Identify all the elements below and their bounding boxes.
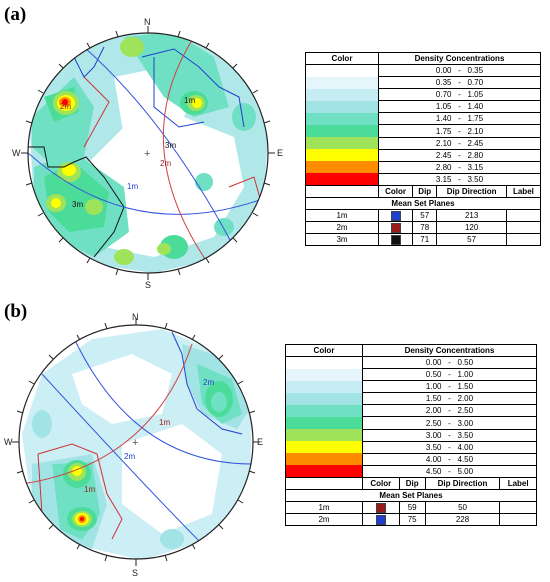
set-color-swatch [375,502,386,513]
pole-label-a-2: 2m [160,159,171,168]
legend-color-swatch [286,453,362,465]
pole-label-a-6: 3m [72,200,83,209]
range-row: 2.10 - 2.45 [378,136,541,150]
west-label-a: W [12,148,21,158]
range-row: 0.35 - 0.70 [378,76,541,90]
tick-marks-b [12,318,260,566]
legend-swatches-b [285,356,363,478]
stereonet-a: N E S W + 1m 2m 3m 1m 2m 3m [12,17,283,290]
legend-color-swatch [306,173,378,185]
legend-color-swatch [286,405,362,417]
range-row: 2.80 - 3.15 [378,160,541,174]
south-label-a: S [145,280,151,290]
east-label-a: E [277,148,283,158]
tick-marks-a [21,26,275,280]
mean-set-header-a: Mean Set Planes [305,197,541,210]
legend-color-swatch [306,77,378,89]
legend-density-header-b: Density Concentrations [362,344,537,357]
range-row: 2.45 - 2.80 [378,148,541,162]
east-label-b: E [257,437,263,447]
set-row: 1m 57 213 [305,209,542,222]
legend-color-header-a: Color [305,52,379,65]
range-row: 1.40 - 1.75 [378,112,541,126]
range-row: 2.50 - 3.00 [362,416,537,430]
col-label-header-b: Label [499,477,537,490]
col-dip-header-b: Dip [398,477,426,490]
pole-label-b-3: 2m [203,378,214,387]
legend-color-swatch [306,65,378,77]
set-row: 3m 71 57 [305,233,542,246]
col-dipdir-header-a: Dip Direction [436,185,507,198]
pole-label-b-2: 2m [124,452,135,461]
legend-color-header-b: Color [285,344,363,357]
set-row: 1m 59 50 [285,501,537,514]
range-row: 1.05 - 1.40 [378,100,541,114]
range-row: 3.15 - 3.50 [378,172,541,187]
set-color-swatch [390,210,401,221]
legend-color-swatch [306,161,378,173]
density-contours-b [21,329,253,559]
range-row: 0.00 - 0.35 [378,63,541,78]
set-color-swatch [390,234,401,245]
legend-density-header-a: Density Concentrations [378,52,541,65]
range-row: 3.00 - 3.50 [362,428,537,442]
pole-label-b-1: 1m [159,418,170,427]
range-row: 1.00 - 1.50 [362,380,537,394]
legend-color-swatch [306,89,378,101]
set-color-swatch [390,222,401,233]
blank-col-header [305,185,379,198]
legend-color-swatch [306,113,378,125]
mean-set-header-b: Mean Set Planes [285,489,537,502]
range-row: 0.70 - 1.05 [378,88,541,102]
range-row: 0.50 - 1.00 [362,368,537,382]
range-row: 0.00 - 0.50 [362,355,537,370]
pole-label-a-5: 2m [60,102,71,111]
legend-color-swatch [306,137,378,149]
legend-color-swatch [286,357,362,369]
center-cross-a: + [144,148,150,160]
north-label-a: N [144,17,151,27]
stereonet-b: N E S W + 1m 2m 2m 1m [4,312,263,578]
range-row: 1.50 - 2.00 [362,392,537,406]
set-row: 2m 78 120 [305,221,542,234]
legend-color-swatch [306,149,378,161]
legend-color-swatch [286,417,362,429]
legend-table-b: Color Density Concentrations 0.00 - 0.50… [285,344,537,526]
range-row: 2.00 - 2.50 [362,404,537,418]
range-row: 1.75 - 2.10 [378,124,541,138]
legend-color-swatch [286,441,362,453]
density-contours-a [28,33,268,273]
range-row: 4.00 - 4.50 [362,452,537,466]
center-cross-b: + [132,437,138,449]
col-dipdir-header-b: Dip Direction [424,477,501,490]
range-row: 4.50 - 5.00 [362,464,537,479]
panel-b-label: (b) [4,301,28,322]
legend-color-swatch [286,369,362,381]
pole-label-a-3: 3m [165,141,176,150]
col-color-header-a: Color [377,185,414,198]
col-dip-header-a: Dip [412,185,438,198]
set-row: 2m 75 228 [285,513,537,526]
legend-color-swatch [286,465,362,477]
range-row: 3.50 - 4.00 [362,440,537,454]
pole-label-a-4: 1m [184,96,195,105]
legend-color-swatch [306,125,378,137]
legend-color-swatch [286,429,362,441]
col-label-header-a: Label [505,185,542,198]
set-color-swatch [375,514,386,525]
legend-color-swatch [286,381,362,393]
legend-color-swatch [306,101,378,113]
blank-col-header [285,477,363,490]
west-label-b: W [4,437,13,447]
legend-swatches-a [305,64,379,186]
pole-label-b-4: 1m [84,485,95,494]
south-label-b: S [132,568,138,578]
north-label-b: N [132,312,139,322]
pole-label-a-1: 1m [127,182,138,191]
legend-table-a: Color Density Concentrations 0.00 - 0.35… [305,52,542,246]
panel-a-label: (a) [4,4,27,25]
legend-color-swatch [286,393,362,405]
col-color-header-b: Color [362,477,400,490]
